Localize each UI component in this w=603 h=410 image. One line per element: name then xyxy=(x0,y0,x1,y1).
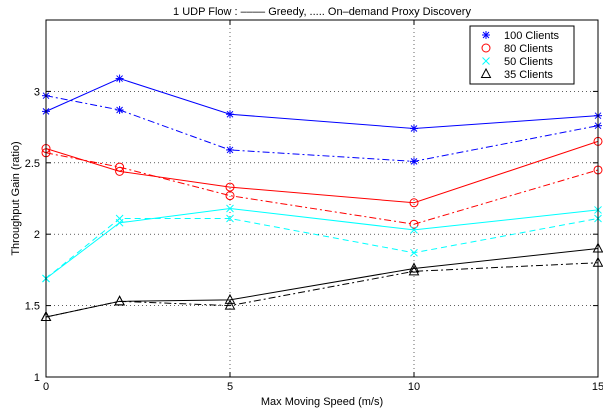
chart-title: 1 UDP Flow : –––– Greedy, ..... On–deman… xyxy=(173,6,471,18)
grid xyxy=(46,20,598,377)
data-point xyxy=(115,105,124,114)
x-tick-label: 15 xyxy=(592,381,603,393)
y-tick-label: 3 xyxy=(34,86,40,98)
series-line xyxy=(45,95,599,162)
legend-marker xyxy=(482,31,490,39)
legend-label: 35 Clients xyxy=(504,69,553,81)
x-tick-label: 5 xyxy=(227,381,233,393)
data-point xyxy=(410,226,418,234)
data-point xyxy=(408,265,420,276)
legend-entry: 100 Clients xyxy=(482,30,560,42)
data-point xyxy=(410,248,418,257)
data-point xyxy=(225,191,235,201)
data-point xyxy=(226,110,234,119)
y-tick-label: 2.5 xyxy=(25,158,40,170)
series-line xyxy=(45,262,599,318)
data-point xyxy=(409,198,419,208)
legend-label: 80 Clients xyxy=(504,43,553,55)
y-axis-label: Throughput Gain (ratio) xyxy=(10,141,22,255)
data-point xyxy=(224,299,236,310)
plot-frame xyxy=(45,19,599,378)
data-point xyxy=(408,262,420,273)
series-line xyxy=(45,152,599,225)
x-tick-label: 10 xyxy=(408,381,420,393)
data-point xyxy=(410,157,418,166)
y-tick-label: 1 xyxy=(34,372,40,384)
data-point xyxy=(114,295,125,306)
legend-marker xyxy=(481,43,491,53)
x-axis-label: Max Moving Speed (m/s) xyxy=(261,396,383,408)
legend-marker xyxy=(480,67,492,78)
legend-entry: 50 Clients xyxy=(482,56,553,68)
x-tick-label: 0 xyxy=(43,381,49,393)
data-point xyxy=(226,214,234,223)
data-point xyxy=(226,204,234,213)
data-point xyxy=(226,145,234,154)
data-point xyxy=(410,124,418,133)
legend-entry: 35 Clients xyxy=(480,67,553,81)
ticks: 0 5 10 15 1 1.5 2 2.5 3 xyxy=(25,20,603,393)
legend-label: 50 Clients xyxy=(504,56,553,68)
series-line xyxy=(45,140,599,204)
series-layer xyxy=(40,74,603,322)
legend-entry: 80 Clients xyxy=(481,43,553,55)
data-point xyxy=(115,214,124,223)
y-tick-label: 1.5 xyxy=(25,301,40,313)
y-tick-label: 2 xyxy=(34,229,40,241)
data-point xyxy=(225,182,235,192)
legend-marker xyxy=(482,57,490,65)
legend-label: 100 Clients xyxy=(504,30,560,42)
data-point xyxy=(224,293,236,304)
data-point xyxy=(115,162,125,172)
data-point xyxy=(409,219,419,229)
data-point xyxy=(115,74,124,83)
